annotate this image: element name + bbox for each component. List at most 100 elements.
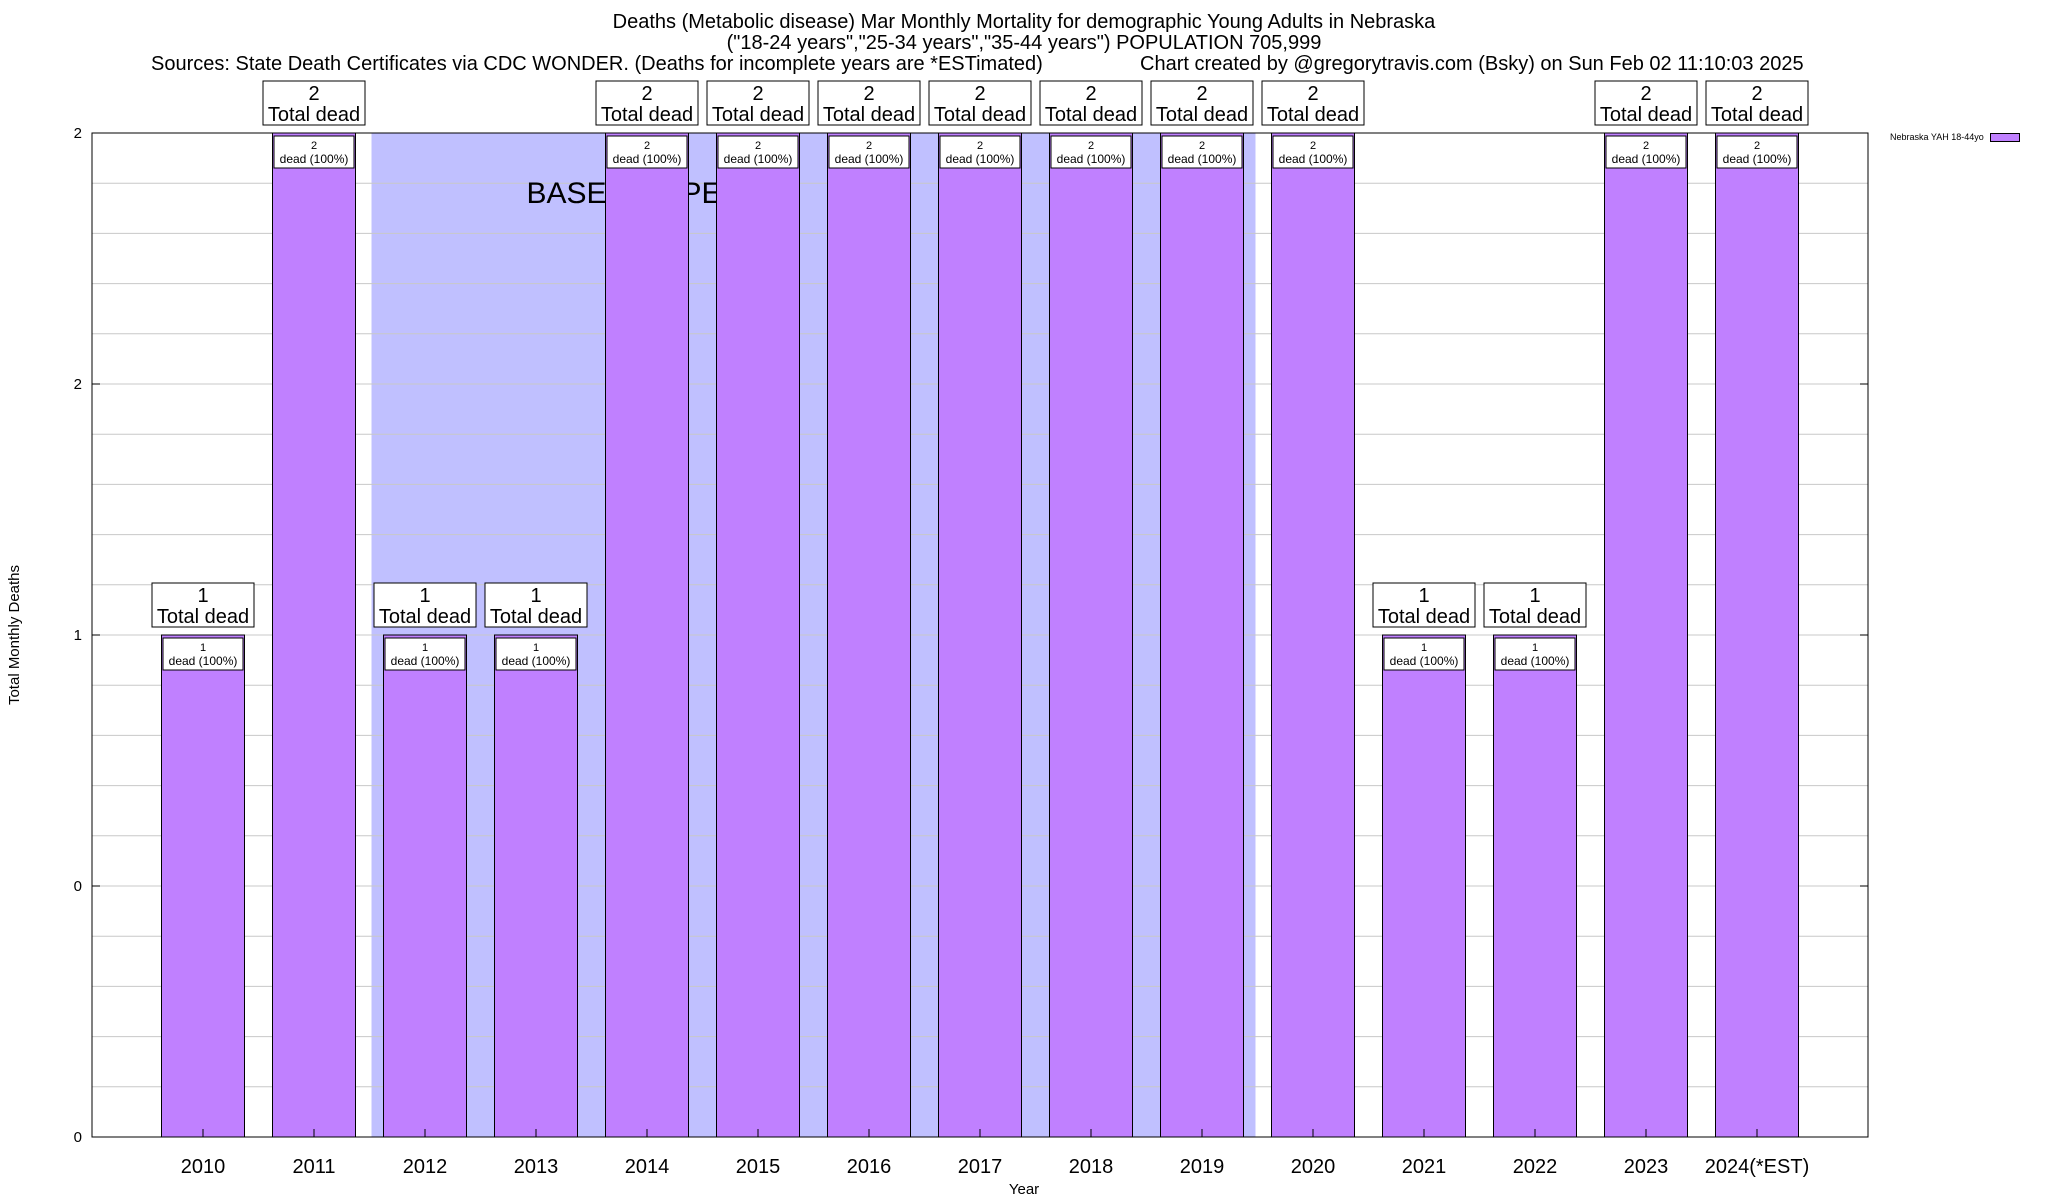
x-tick-label: 2018 bbox=[1069, 1156, 1114, 1178]
bar-value-count: 1 bbox=[1532, 642, 1538, 654]
bar-value-label: dead (100%) bbox=[1168, 152, 1237, 166]
title-line-2: ("18-24 years","25-34 years","35-44 year… bbox=[726, 32, 1322, 54]
title-line-1: Deaths (Metabolic disease) Mar Monthly M… bbox=[612, 11, 1436, 33]
total-dead-label: Total dead bbox=[934, 104, 1026, 126]
total-dead-count: 2 bbox=[641, 83, 652, 105]
bar bbox=[1493, 634, 1577, 1138]
total-dead-label: Total dead bbox=[1156, 104, 1248, 126]
bar-value-label: dead (100%) bbox=[169, 654, 238, 668]
total-dead-label: Total dead bbox=[1045, 104, 1137, 126]
bar bbox=[1715, 132, 1799, 1138]
bar-value-label: dead (100%) bbox=[1612, 152, 1681, 166]
total-dead-count: 1 bbox=[419, 585, 430, 607]
bar-value-label: dead (100%) bbox=[1501, 654, 1570, 668]
total-dead-label: Total dead bbox=[712, 104, 804, 126]
total-dead-count: 1 bbox=[1529, 585, 1540, 607]
total-dead-label: Total dead bbox=[157, 606, 249, 628]
total-dead-label: Total dead bbox=[601, 104, 693, 126]
x-tick-label: 2017 bbox=[958, 1156, 1003, 1178]
x-tick-label: 2013 bbox=[514, 1156, 559, 1178]
total-dead-count: 2 bbox=[1085, 83, 1096, 105]
bar bbox=[716, 132, 800, 1138]
total-dead-box bbox=[1483, 582, 1587, 628]
total-dead-box bbox=[595, 80, 699, 126]
total-dead-label: Total dead bbox=[1378, 606, 1470, 628]
total-dead-label: Total dead bbox=[1711, 104, 1803, 126]
y-axis-label: Total Monthly Deaths bbox=[6, 564, 23, 706]
bar-value-label: dead (100%) bbox=[280, 152, 349, 166]
y-tick-label: 2 bbox=[74, 376, 82, 393]
bar-value-count: 2 bbox=[866, 140, 872, 152]
bar-value-box bbox=[495, 637, 577, 671]
bar-value-count: 2 bbox=[644, 140, 650, 152]
bar bbox=[827, 132, 911, 1138]
total-dead-label: Total dead bbox=[1600, 104, 1692, 126]
y-tick-label: 2 bbox=[74, 125, 82, 142]
bar-value-label: dead (100%) bbox=[1057, 152, 1126, 166]
legend-swatch bbox=[1989, 132, 2020, 142]
bar bbox=[605, 132, 689, 1138]
bar bbox=[1382, 634, 1466, 1138]
total-dead-box bbox=[706, 80, 810, 126]
total-dead-count: 2 bbox=[1196, 83, 1207, 105]
bar-value-box bbox=[1716, 135, 1798, 169]
bar bbox=[494, 634, 578, 1138]
bar-value-count: 2 bbox=[755, 140, 761, 152]
total-dead-box bbox=[1039, 80, 1143, 126]
total-dead-box bbox=[817, 80, 921, 126]
bar-value-box bbox=[1161, 135, 1243, 169]
bar-value-box bbox=[1272, 135, 1354, 169]
bar bbox=[1049, 132, 1133, 1138]
total-dead-count: 2 bbox=[863, 83, 874, 105]
bar-value-box bbox=[1383, 637, 1465, 671]
x-tick-label: 2019 bbox=[1180, 1156, 1225, 1178]
bar-value-count: 2 bbox=[311, 140, 317, 152]
bar-value-count: 2 bbox=[1199, 140, 1205, 152]
legend-entry-label: Nebraska YAH 18-44yo bbox=[1890, 132, 1984, 142]
bar-value-count: 2 bbox=[1310, 140, 1316, 152]
bar-value-label: dead (100%) bbox=[835, 152, 904, 166]
bar-value-box bbox=[273, 135, 355, 169]
x-tick-label: 2014 bbox=[625, 1156, 670, 1178]
bar-value-label: dead (100%) bbox=[724, 152, 793, 166]
total-dead-count: 2 bbox=[974, 83, 985, 105]
legend: Nebraska YAH 18-44yo bbox=[1890, 132, 2020, 142]
total-dead-box bbox=[1594, 80, 1698, 126]
total-dead-count: 2 bbox=[752, 83, 763, 105]
bar-value-count: 1 bbox=[200, 642, 206, 654]
total-dead-count: 1 bbox=[1418, 585, 1429, 607]
bar-value-label: dead (100%) bbox=[391, 654, 460, 668]
bar-value-label: dead (100%) bbox=[502, 654, 571, 668]
x-tick-label: 2021 bbox=[1402, 1156, 1447, 1178]
x-tick-label: 2012 bbox=[403, 1156, 448, 1178]
bar-value-count: 2 bbox=[1643, 140, 1649, 152]
total-dead-box bbox=[262, 80, 366, 126]
total-dead-count: 1 bbox=[530, 585, 541, 607]
total-dead-count: 1 bbox=[197, 585, 208, 607]
bar-value-label: dead (100%) bbox=[1279, 152, 1348, 166]
bar-value-label: dead (100%) bbox=[1723, 152, 1792, 166]
x-tick-label: 2010 bbox=[181, 1156, 226, 1178]
bar-value-box bbox=[828, 135, 910, 169]
x-axis-label: Year bbox=[1008, 1181, 1040, 1198]
bar-value-box bbox=[162, 637, 244, 671]
chart-title: Deaths (Metabolic disease) Mar Monthly M… bbox=[0, 12, 2048, 54]
total-dead-box bbox=[1150, 80, 1254, 126]
bar bbox=[1604, 132, 1688, 1138]
bar-value-box bbox=[606, 135, 688, 169]
bar-value-label: dead (100%) bbox=[613, 152, 682, 166]
total-dead-box bbox=[928, 80, 1032, 126]
bar-value-box bbox=[1050, 135, 1132, 169]
total-dead-box bbox=[484, 582, 588, 628]
total-dead-count: 2 bbox=[1640, 83, 1651, 105]
x-tick-label: 2024(*EST) bbox=[1705, 1156, 1810, 1178]
total-dead-label: Total dead bbox=[379, 606, 471, 628]
bar-value-count: 2 bbox=[977, 140, 983, 152]
x-tick-label: 2022 bbox=[1513, 1156, 1558, 1178]
total-dead-count: 2 bbox=[1751, 83, 1762, 105]
bar bbox=[938, 132, 1022, 1138]
bar-value-label: dead (100%) bbox=[946, 152, 1015, 166]
x-tick-label: 2011 bbox=[292, 1156, 335, 1178]
y-tick-label: 0 bbox=[74, 878, 82, 895]
total-dead-box bbox=[1705, 80, 1809, 126]
